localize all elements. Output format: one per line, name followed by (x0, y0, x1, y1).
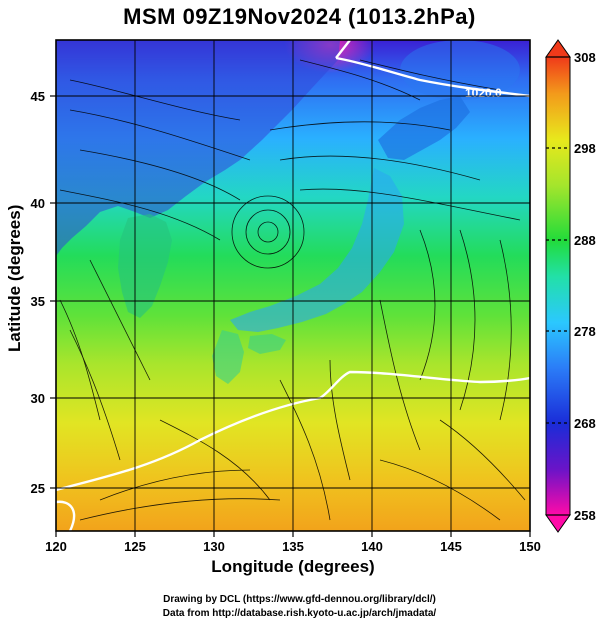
colorbar-tick-label: 268 (574, 416, 596, 431)
x-tick-label: 130 (203, 539, 225, 554)
credit-drawing: Drawing by DCL (https://www.gfd-dennou.o… (163, 594, 436, 605)
colorbar-tick-label: 258 (574, 508, 596, 523)
y-tick-label: 30 (31, 391, 45, 406)
y-axis-label: Latitude (degrees) (5, 204, 24, 352)
colorbar-bottom-arrow (545, 514, 571, 533)
map-title: MSM 09Z19Nov2024 (1013.2hPa) (123, 4, 476, 29)
lat-lon-grid (56, 40, 530, 531)
colorbar-tick-label: 278 (574, 324, 596, 339)
x-tick-label: 125 (124, 539, 146, 554)
contour-label-1020: 1020.0 (465, 86, 502, 100)
colorbar-tick-label: 288 (574, 233, 596, 248)
colorbar-tick-label: 308 (574, 50, 596, 65)
wind-streamlines (59, 59, 526, 521)
hokkaido (378, 96, 470, 160)
y-tick-label: 35 (31, 294, 45, 309)
honshu (230, 168, 404, 332)
x-axis-label: Longitude (degrees) (211, 557, 375, 576)
y-tick-label: 40 (31, 196, 45, 211)
tick-marks (50, 95, 531, 537)
colorbar-tick-label: 298 (574, 141, 596, 156)
colorbar (545, 39, 571, 533)
x-tick-label: 120 (45, 539, 67, 554)
kyushu (212, 330, 244, 384)
y-tick-label: 45 (31, 89, 45, 104)
pressure-contours (56, 40, 530, 531)
x-tick-label: 140 (361, 539, 383, 554)
y-tick-label: 25 (31, 481, 45, 496)
x-tick-label: 150 (519, 539, 541, 554)
credit-data: Data from http://database.rish.kyoto-u.a… (162, 608, 437, 619)
korean-peninsula (118, 214, 172, 318)
x-tick-label: 145 (440, 539, 462, 554)
x-tick-label: 135 (282, 539, 304, 554)
shikoku (248, 334, 286, 354)
colorbar-top-arrow (545, 39, 571, 58)
